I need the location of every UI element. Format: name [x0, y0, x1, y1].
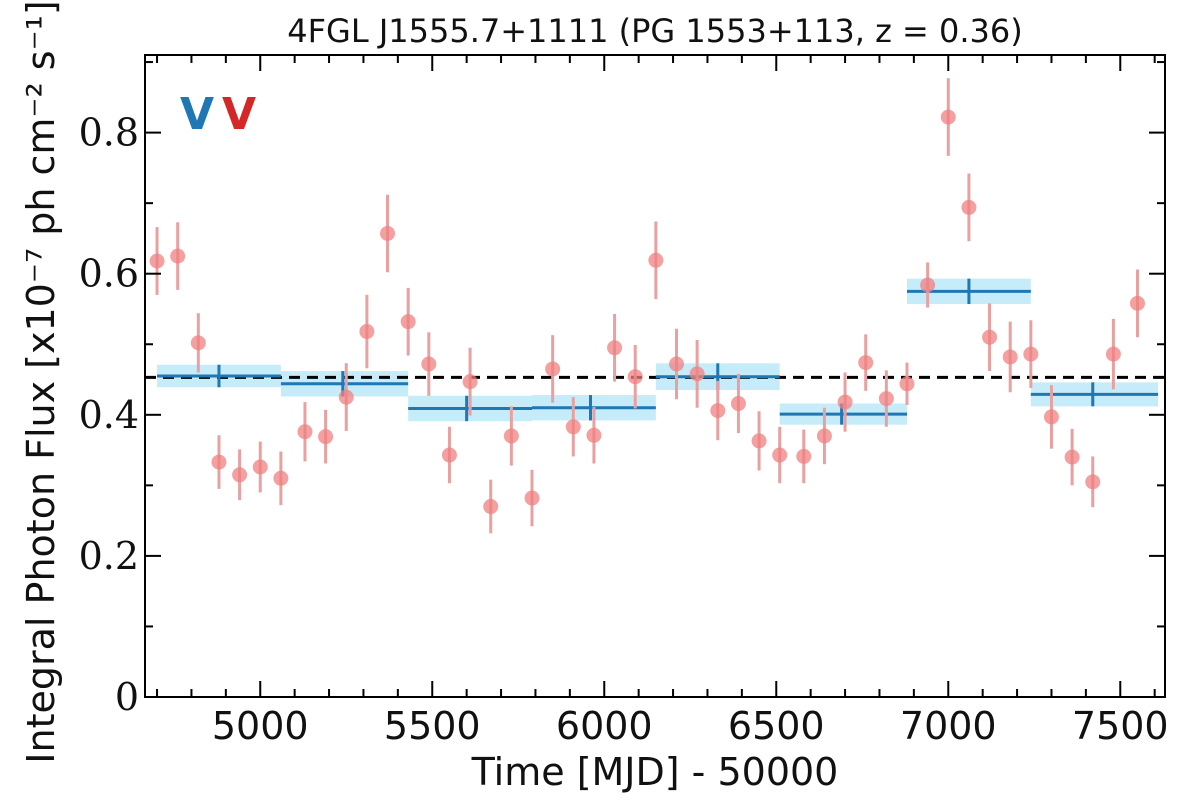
y-tick-labels: 0 0.2 0.4 0.6 0.8 — [79, 111, 139, 719]
monthly-point — [232, 467, 248, 483]
monthly-point — [483, 499, 499, 515]
monthly-point — [1023, 346, 1039, 362]
monthly-point — [730, 396, 746, 412]
chart-title: 4FGL J1555.7+1111 (PG 1553+113, z = 0.36… — [287, 12, 1023, 50]
monthly-point — [586, 427, 602, 443]
x-tick-labels: 5000 5500 6000 6500 7000 7500 — [212, 704, 1169, 748]
monthly-point — [524, 490, 540, 506]
monthly-point — [421, 356, 437, 372]
monthly-point — [462, 374, 478, 390]
monthly-point — [273, 470, 289, 486]
monthly-point — [858, 355, 874, 371]
x-tick-label: 5000 — [212, 704, 309, 748]
monthly-point — [607, 340, 623, 356]
monthly-point — [961, 199, 977, 215]
monthly-point — [380, 225, 396, 241]
monthly-point — [772, 447, 788, 463]
y-tick-label: 0.6 — [79, 252, 139, 296]
monthly-point — [1002, 349, 1018, 365]
y-tick-label: 0.4 — [79, 393, 139, 437]
legend-marker: V — [222, 89, 256, 140]
x-tick-label: 7500 — [1072, 704, 1169, 748]
monthly-flux-series — [149, 78, 1145, 534]
monthly-point — [669, 356, 685, 372]
binned-flux-series — [157, 278, 1159, 425]
monthly-point — [545, 361, 561, 377]
monthly-point — [297, 424, 313, 440]
monthly-point — [751, 433, 767, 449]
monthly-point — [982, 329, 998, 345]
axis-ticks — [145, 55, 1165, 698]
y-tick-label: 0.2 — [79, 534, 139, 578]
monthly-point — [816, 428, 832, 444]
monthly-point — [878, 391, 894, 407]
monthly-point — [689, 366, 705, 382]
monthly-point — [338, 389, 354, 405]
monthly-point — [899, 376, 915, 392]
monthly-point — [441, 447, 457, 463]
monthly-point — [252, 459, 268, 475]
y-axis-title: Integral Photon Flux [x10⁻⁷ ph cm⁻² s⁻¹] — [19, 0, 63, 763]
monthly-point — [170, 248, 186, 264]
x-axis-title: Time [MJD] - 50000 — [471, 750, 839, 794]
x-tick-label: 6500 — [728, 704, 825, 748]
monthly-point — [318, 429, 334, 445]
monthly-point — [920, 277, 936, 293]
monthly-point — [359, 324, 375, 340]
x-tick-label: 7000 — [900, 704, 997, 748]
monthly-point — [400, 314, 416, 330]
monthly-point — [1043, 409, 1059, 425]
plot-frame — [144, 54, 1166, 698]
monthly-point — [837, 394, 853, 410]
monthly-point — [211, 454, 227, 470]
legend-marker: V — [180, 89, 214, 140]
monthly-point — [940, 109, 956, 125]
monthly-point — [1064, 449, 1080, 465]
monthly-point — [648, 252, 664, 268]
monthly-point — [1105, 346, 1121, 362]
y-tick-label: 0.8 — [79, 111, 139, 155]
monthly-point — [1085, 474, 1101, 490]
y-tick-label: 0 — [115, 675, 139, 719]
monthly-point — [149, 253, 165, 269]
monthly-point — [796, 448, 812, 464]
monthly-point — [627, 369, 643, 385]
monthly-point — [1129, 295, 1145, 311]
monthly-point — [710, 403, 726, 419]
monthly-point — [565, 419, 581, 435]
x-tick-label: 6000 — [556, 704, 653, 748]
x-tick-label: 5500 — [384, 704, 481, 748]
monthly-point — [503, 428, 519, 444]
monthly-point — [190, 335, 206, 351]
